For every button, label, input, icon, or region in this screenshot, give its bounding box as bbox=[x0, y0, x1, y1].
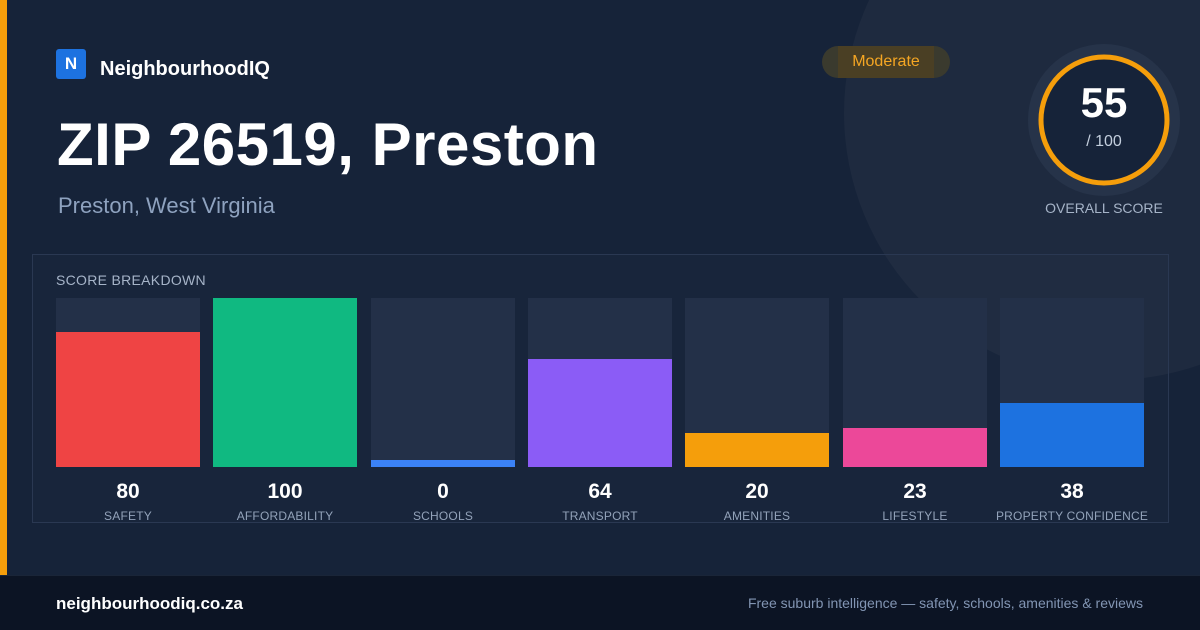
accent-stripe bbox=[0, 0, 7, 575]
breakdown-item-property-confidence: 38 PROPERTY CONFIDENCE bbox=[996, 298, 1148, 523]
breakdown-item-affordability: 100 AFFORDABILITY bbox=[213, 298, 357, 523]
footer-domain-link[interactable]: neighbourhoodiq.co.za bbox=[56, 594, 243, 613]
score-ring-track bbox=[1038, 54, 1170, 186]
bar-value: 38 bbox=[1060, 480, 1084, 503]
brand[interactable]: N NeighbourhoodIQ bbox=[56, 46, 270, 81]
bar-track bbox=[371, 298, 515, 467]
score-breakdown-panel: SCORE BREAKDOWN 80 SAFETY 100 AFFORDABILITY… bbox=[32, 254, 1169, 523]
bar-label: PROPERTY CONFIDENCE bbox=[995, 509, 1149, 523]
bar-value: 23 bbox=[903, 480, 927, 503]
bar-track bbox=[843, 298, 987, 467]
footer-tagline: Free suburb intelligence — safety, schoo… bbox=[747, 595, 1143, 611]
overall-score-caption: OVERALL SCORE bbox=[1045, 200, 1163, 216]
bar-label: AFFORDABILITY bbox=[236, 509, 334, 523]
bar-value: 80 bbox=[116, 480, 140, 503]
bar-label: LIFESTYLE bbox=[882, 509, 948, 523]
breakdown-item-safety: 80 SAFETY bbox=[56, 298, 200, 523]
bar-track bbox=[685, 298, 829, 467]
bar-fill bbox=[843, 428, 987, 467]
bar-fill bbox=[213, 298, 357, 467]
breakdown-item-lifestyle: 23 LIFESTYLE bbox=[843, 298, 987, 523]
bar-fill bbox=[685, 433, 829, 467]
breakdown-item-transport: 64 TRANSPORT bbox=[528, 298, 672, 523]
breakdown-title: SCORE BREAKDOWN bbox=[56, 272, 206, 288]
bar-value: 20 bbox=[745, 480, 769, 503]
breakdown-item-schools: 0 SCHOOLS bbox=[371, 298, 515, 523]
bar-label: TRANSPORT bbox=[562, 509, 638, 523]
bar-value: 100 bbox=[267, 480, 303, 503]
footer: neighbourhoodiq.co.za Free suburb intell… bbox=[0, 575, 1200, 630]
brand-logo-icon: N bbox=[56, 48, 86, 79]
overall-score-value: 55 bbox=[1080, 79, 1128, 126]
bar-track bbox=[56, 298, 200, 467]
bar-track bbox=[1000, 298, 1144, 467]
rating-badge-label: Moderate bbox=[838, 46, 934, 78]
page-title: ZIP 26519, Preston bbox=[57, 111, 599, 178]
bar-fill bbox=[528, 359, 672, 467]
bar-value: 0 bbox=[437, 480, 449, 503]
brand-name: NeighbourhoodIQ bbox=[100, 58, 270, 80]
bar-track bbox=[213, 298, 357, 467]
bar-label: AMENITIES bbox=[723, 509, 791, 523]
rating-badge: Moderate bbox=[822, 46, 950, 78]
score-ring-graphic bbox=[1028, 44, 1180, 196]
bar-label: SAFETY bbox=[104, 509, 152, 523]
bar-value: 64 bbox=[588, 480, 612, 503]
bar-fill bbox=[1000, 403, 1144, 467]
overall-score-ring: 55 / 100 bbox=[1028, 44, 1180, 196]
page-subtitle: Preston, West Virginia bbox=[58, 193, 275, 218]
bar-fill bbox=[56, 332, 200, 467]
bar-label: SCHOOLS bbox=[412, 509, 474, 523]
overall-score-max: / 100 bbox=[1086, 133, 1122, 150]
bar-track bbox=[528, 298, 672, 467]
bar-fill bbox=[371, 460, 515, 467]
breakdown-item-amenities: 20 AMENITIES bbox=[685, 298, 829, 523]
